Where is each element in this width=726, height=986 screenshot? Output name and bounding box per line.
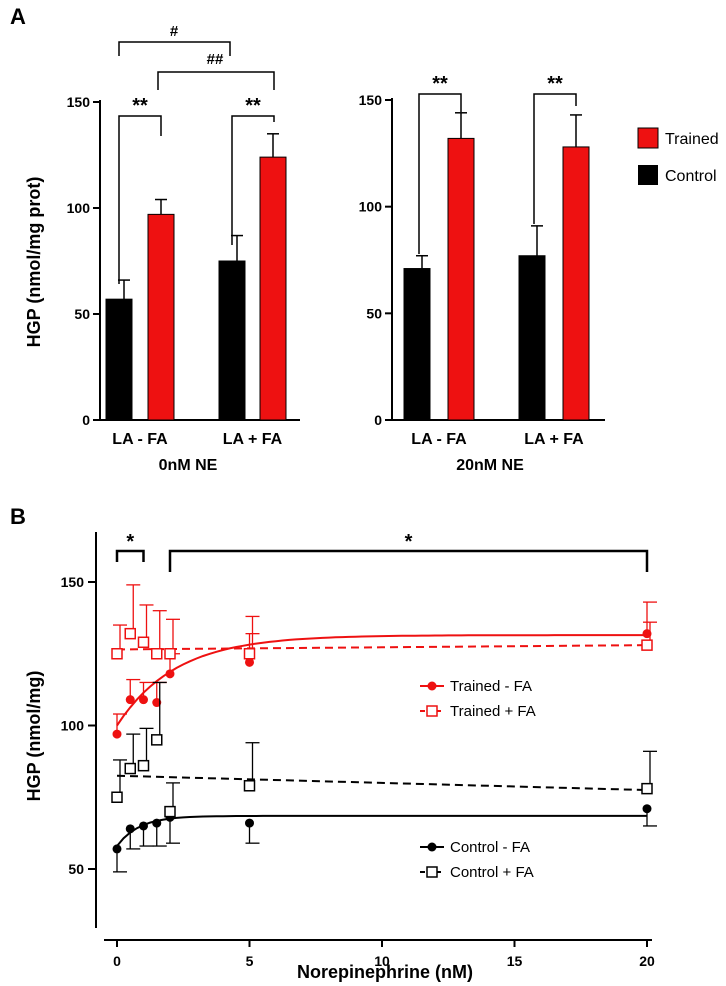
scatter-legend-label: Trained - FA <box>450 678 532 695</box>
bar1-y-tick-label: 150 <box>359 92 383 108</box>
bar-trained-0 <box>147 213 175 421</box>
scatter-x-tick-label: 15 <box>507 953 523 969</box>
scatter-x-tick-label: 5 <box>246 953 254 969</box>
scatter-x-tick-label: 10 <box>374 953 390 969</box>
scatter-point <box>125 824 135 834</box>
scatter-x-tick-label: 20 <box>639 953 655 969</box>
scatter-y-tick-label: 50 <box>68 861 84 877</box>
bar1-x-label: 20nM NE <box>456 457 524 474</box>
scatter-point <box>642 629 652 639</box>
bar1-y-tick-label: 0 <box>374 412 382 428</box>
sig-label: ** <box>245 95 261 117</box>
scatter-point <box>245 818 254 828</box>
scatter-point <box>125 695 135 705</box>
legend-label-trained: Trained <box>665 131 719 148</box>
scatter-legend-label: Trained + FA <box>450 703 536 720</box>
scatter-point <box>641 639 653 651</box>
scatter-point <box>641 782 653 795</box>
sig-bracket-ctrl-trained-0 <box>118 115 162 284</box>
scatter-point <box>151 648 163 660</box>
scatter-point <box>151 734 163 746</box>
bar-trained-1 <box>259 156 287 421</box>
scatter-point <box>112 729 122 739</box>
bar0-x-label: 0nM NE <box>159 457 218 474</box>
sig-label: ** <box>432 73 448 95</box>
legend-swatch-control <box>638 165 658 185</box>
sig-label: ** <box>547 73 563 95</box>
bar1-category-label: LA + FA <box>524 431 584 448</box>
scatter-point <box>152 698 162 708</box>
sig-label: # <box>170 23 179 40</box>
scatter-x-title: Norepinephrine (nM) <box>297 962 473 982</box>
bar1-y-tick-label: 100 <box>359 199 383 215</box>
bar0-y-tick-label: 100 <box>67 200 91 216</box>
scatter-legend-label: Control - FA <box>450 839 530 856</box>
scatter-point <box>139 821 148 831</box>
bar-trained-1 <box>562 146 590 421</box>
fit-Control+FA <box>116 774 648 792</box>
legend-marker <box>426 866 438 878</box>
bar0-y-tick-label: 50 <box>74 306 90 322</box>
scatter-point <box>164 805 176 818</box>
scatter-point <box>124 627 136 640</box>
sig-bracket-ctrl-trained-1 <box>231 115 275 245</box>
bar0-category-label: LA + FA <box>223 431 283 448</box>
legend-swatch-trained <box>637 127 659 149</box>
bar0-y-tick-label: 0 <box>82 412 90 428</box>
scatter-point <box>111 791 123 803</box>
sig-bracket-high <box>168 549 649 572</box>
bar0-category-label: LA - FA <box>112 431 168 448</box>
fit-Trained-FA <box>116 634 647 727</box>
scatter-point <box>137 759 150 772</box>
legend-label-control: Control <box>665 168 717 185</box>
bar-control-1 <box>218 260 246 421</box>
scatter-point <box>112 844 122 854</box>
legend-marker <box>427 842 437 852</box>
bar1-y-tick-label: 50 <box>366 305 382 321</box>
bar-trained-0 <box>447 137 475 421</box>
legend-marker <box>426 705 438 717</box>
scatter-y-tick-label: 150 <box>61 574 85 590</box>
sig-label: ## <box>207 51 224 68</box>
scatter-point <box>111 648 123 660</box>
y-axis-title-a: HGP (nmol/mg prot) <box>24 177 44 348</box>
scatter-legend-label: Control + FA <box>450 864 534 881</box>
scatter-y-title: HGP (nmol/mg) <box>24 671 44 802</box>
scatter-point <box>243 648 256 660</box>
scatter-point <box>124 762 136 775</box>
scatter-point <box>137 636 150 649</box>
bar-control-1 <box>518 255 546 421</box>
scatter-y-tick-label: 100 <box>61 718 85 734</box>
sig-bracket-ctrl-trained-20-0 <box>418 93 462 254</box>
sig-label: ** <box>132 95 148 117</box>
legend-marker <box>427 681 437 691</box>
sig-bracket-ctrl-trained-20-1 <box>533 93 577 224</box>
fit-Control-FA <box>116 814 647 847</box>
sig-label: * <box>405 531 413 553</box>
bar1-category-label: LA - FA <box>411 431 467 448</box>
scatter-point <box>152 818 162 828</box>
scatter-point <box>165 669 175 679</box>
panel-label-b: B <box>10 504 26 529</box>
fit-Trained+FA <box>116 644 648 651</box>
sig-bracket-hash <box>118 41 231 56</box>
bar-control-0 <box>403 268 431 421</box>
scatter-point <box>245 657 254 667</box>
bar0-y-tick-label: 150 <box>67 94 91 110</box>
panel-label-a: A <box>10 4 26 29</box>
scatter-point <box>642 804 652 814</box>
bar-control-0 <box>105 298 133 421</box>
sig-bracket-double-hash <box>157 71 275 90</box>
scatter-point <box>164 648 176 660</box>
sig-label: * <box>126 531 134 553</box>
scatter-x-tick-label: 0 <box>113 953 121 969</box>
sig-bracket-low <box>115 549 145 562</box>
scatter-point <box>243 780 256 792</box>
scatter-point <box>139 695 148 705</box>
